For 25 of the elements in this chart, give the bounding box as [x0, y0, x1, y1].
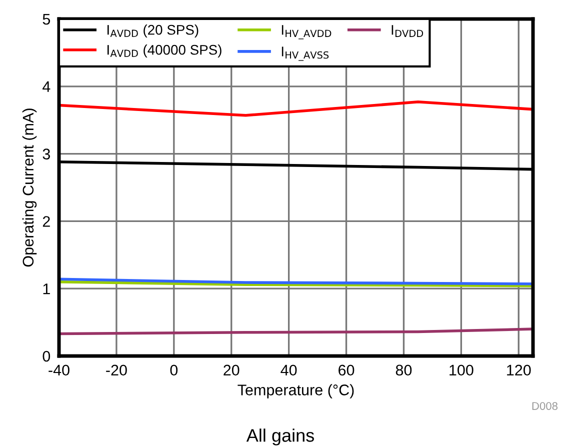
legend-label: I$_{AVDD}$ (20 SPS): [108, 24, 198, 38]
x-tick-label: 120: [507, 364, 531, 376]
y-tick-label: 4: [42, 81, 50, 92]
y-tick-label: 0: [42, 350, 50, 362]
legend-label: I$_{HV_AVDD}$: [282, 25, 332, 40]
text: D008: [532, 402, 558, 410]
y-tick-label: 1: [43, 284, 50, 294]
x-tick-label: 40: [280, 364, 297, 376]
x-tick-label: 100: [450, 364, 474, 376]
x-tick-label: -20: [106, 364, 127, 376]
y-axis-title: Operating Current (mA): [22, 108, 37, 267]
legend-label: I$_{DVDD}$: [392, 25, 424, 37]
text: All gains: [246, 428, 314, 446]
x-axis-title: Temperature (°C): [238, 384, 354, 398]
x-tick-label: 60: [338, 364, 354, 376]
legend-label: I$_{HV_AVSS}$: [282, 46, 329, 61]
y-tick-label: 2: [42, 216, 50, 227]
x-tick-label: -40: [48, 364, 70, 376]
line-series: [59, 100, 533, 117]
y-tick-label: 3: [42, 148, 50, 160]
x-tick-label: 0: [170, 364, 178, 376]
y-tick-label: 5: [42, 14, 50, 25]
x-tick-label: 20: [224, 364, 240, 376]
legend-label: I$_{AVDD}$ (40000 SPS): [108, 44, 222, 58]
x-tick-label: 80: [396, 364, 412, 376]
